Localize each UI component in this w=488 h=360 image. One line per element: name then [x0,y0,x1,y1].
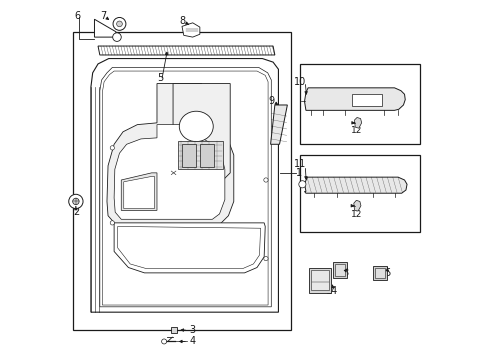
Circle shape [69,194,83,208]
Circle shape [162,339,166,344]
Text: 12: 12 [350,126,362,135]
Ellipse shape [179,111,213,141]
Circle shape [116,21,122,27]
Text: 15: 15 [379,268,391,278]
Polygon shape [102,71,267,305]
Circle shape [113,18,125,30]
Text: 6: 6 [74,11,80,21]
Bar [200,144,214,167]
Text: 8: 8 [179,16,184,26]
Circle shape [110,221,114,225]
Bar [351,94,381,107]
Polygon shape [270,105,287,144]
Polygon shape [100,67,271,307]
Polygon shape [107,84,233,225]
Polygon shape [114,125,224,219]
Bar [310,270,328,290]
Polygon shape [94,19,116,37]
Polygon shape [353,201,360,211]
Polygon shape [123,176,154,208]
Circle shape [110,146,114,150]
Circle shape [73,198,79,204]
Text: 12: 12 [350,210,362,219]
Polygon shape [304,88,405,111]
Text: 10: 10 [293,77,305,87]
Bar [374,268,384,278]
Text: 14: 14 [325,286,338,296]
Text: 5: 5 [157,73,163,83]
Circle shape [298,181,305,188]
Text: 13: 13 [337,268,349,278]
Text: 3: 3 [189,325,195,335]
Bar [299,64,419,144]
Circle shape [263,256,267,261]
Polygon shape [304,177,406,193]
Bar [299,155,419,232]
Text: 2: 2 [73,207,79,217]
Bar [170,327,176,333]
Text: 7: 7 [100,11,106,21]
Polygon shape [182,23,200,37]
Bar [372,266,386,280]
Text: 11: 11 [293,159,305,169]
Polygon shape [98,46,274,55]
Polygon shape [118,226,260,269]
Bar [73,32,290,330]
Circle shape [112,33,121,41]
Polygon shape [91,59,278,312]
Text: 9: 9 [268,96,274,106]
Bar [334,264,344,276]
Bar [332,262,346,278]
Bar [182,144,196,167]
Polygon shape [173,84,230,180]
Circle shape [263,178,267,182]
Text: 4: 4 [189,337,195,346]
Polygon shape [354,117,361,128]
Polygon shape [121,173,157,210]
Text: 1: 1 [295,168,301,178]
Bar [308,267,330,293]
Bar [178,141,223,169]
Polygon shape [114,223,264,273]
